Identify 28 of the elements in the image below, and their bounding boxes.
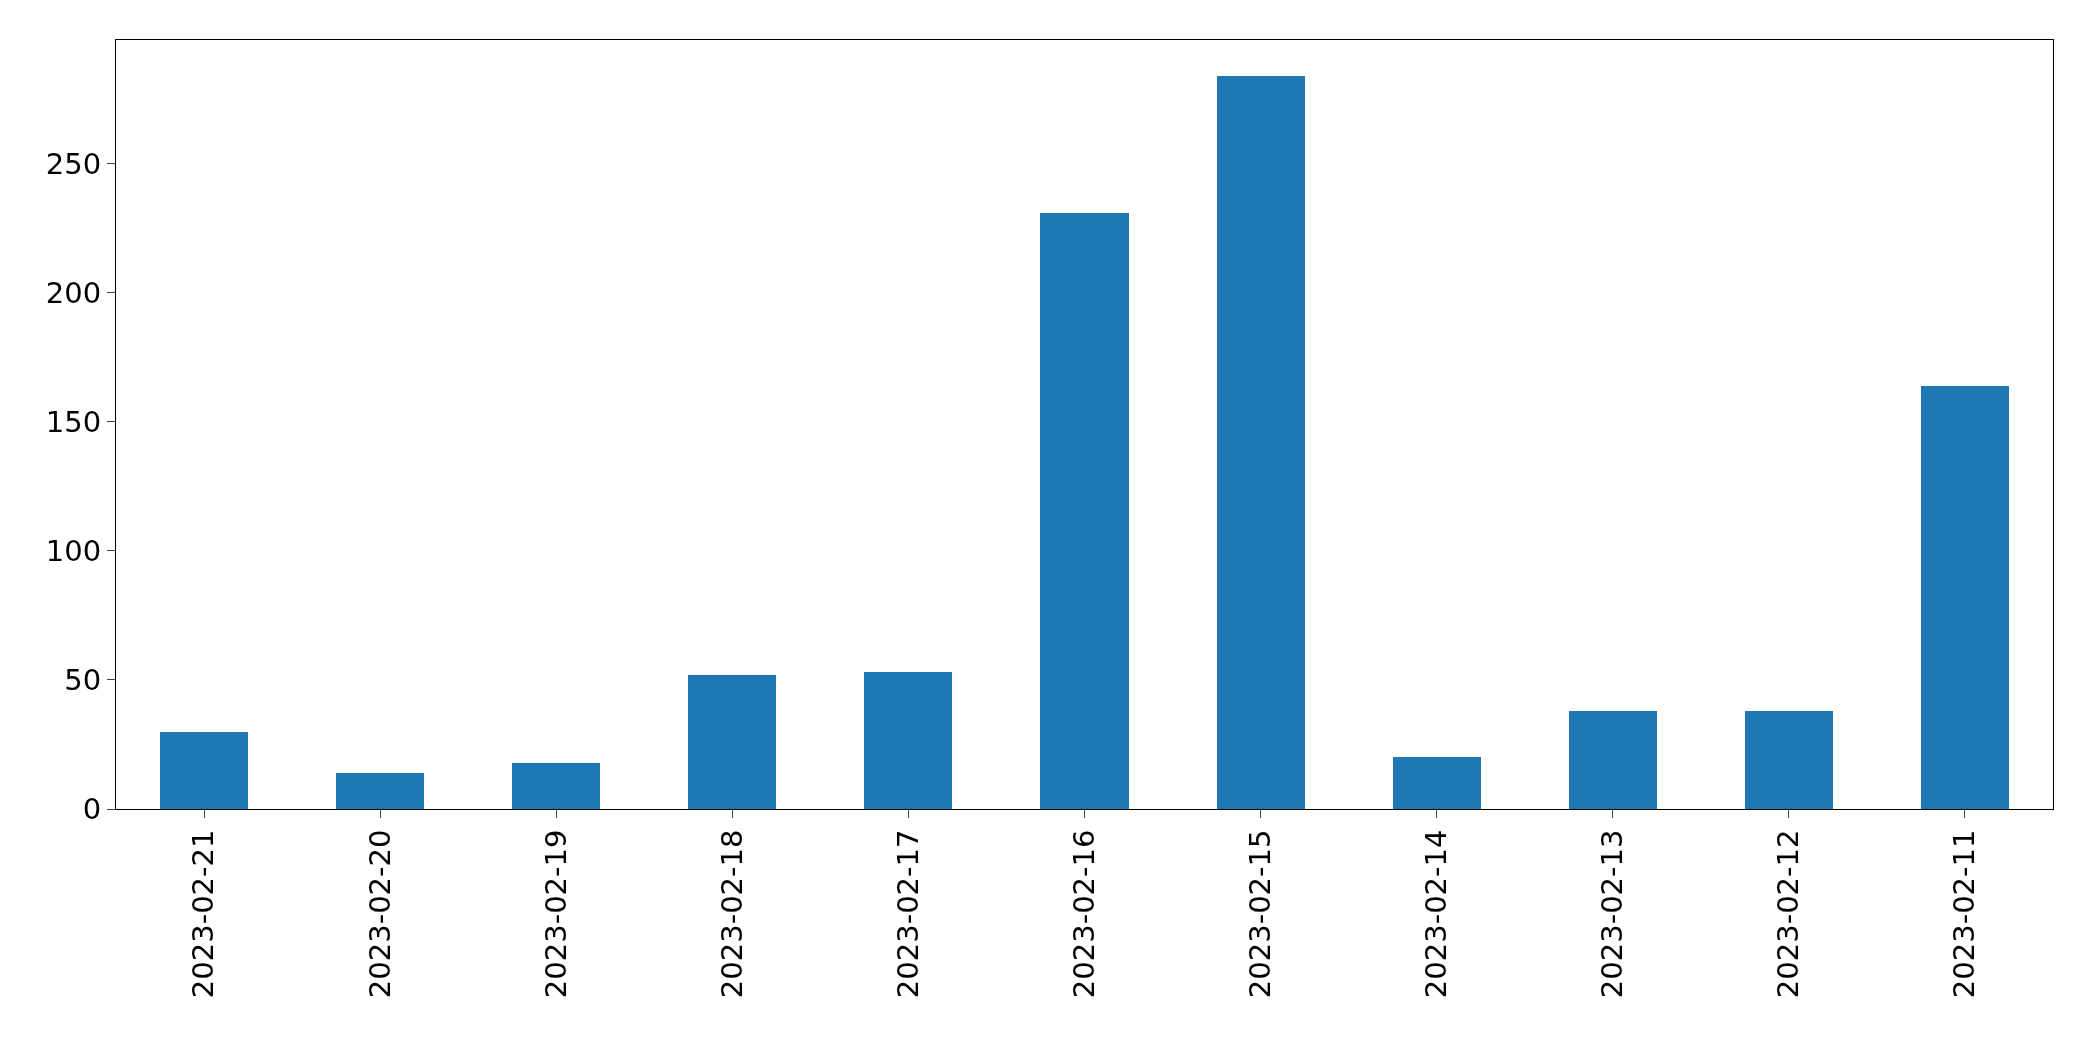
- y-tick-label: 50: [64, 663, 102, 698]
- bar: [1921, 386, 2009, 809]
- bar: [864, 672, 952, 809]
- x-tick-label: 2023-02-21: [186, 829, 221, 999]
- x-tick-label: 2023-02-11: [1947, 829, 1982, 999]
- bar: [1393, 757, 1481, 809]
- x-tick-label: 2023-02-19: [538, 829, 573, 999]
- x-tick-label: 2023-02-15: [1243, 829, 1278, 999]
- bar: [688, 675, 776, 809]
- bar: [160, 732, 248, 809]
- x-tick-label: 2023-02-18: [714, 829, 749, 999]
- x-tick-label: 2023-02-16: [1066, 829, 1101, 999]
- bar: [336, 773, 424, 809]
- bar: [1569, 711, 1657, 809]
- y-tick-label: 0: [82, 792, 102, 827]
- y-tick-label: 250: [45, 147, 102, 182]
- bar: [1745, 711, 1833, 809]
- bar: [1040, 213, 1129, 809]
- bar: [512, 763, 600, 809]
- x-tick-label: 2023-02-12: [1771, 829, 1806, 999]
- y-tick-label: 150: [45, 405, 102, 440]
- x-tick-label: 2023-02-14: [1419, 829, 1454, 999]
- bar: [1217, 76, 1305, 809]
- x-tick-label: 2023-02-20: [362, 829, 397, 999]
- y-tick-label: 100: [45, 534, 102, 569]
- x-tick-label: 2023-02-13: [1595, 829, 1630, 999]
- y-tick-label: 200: [45, 276, 102, 311]
- x-tick-label: 2023-02-17: [890, 829, 925, 999]
